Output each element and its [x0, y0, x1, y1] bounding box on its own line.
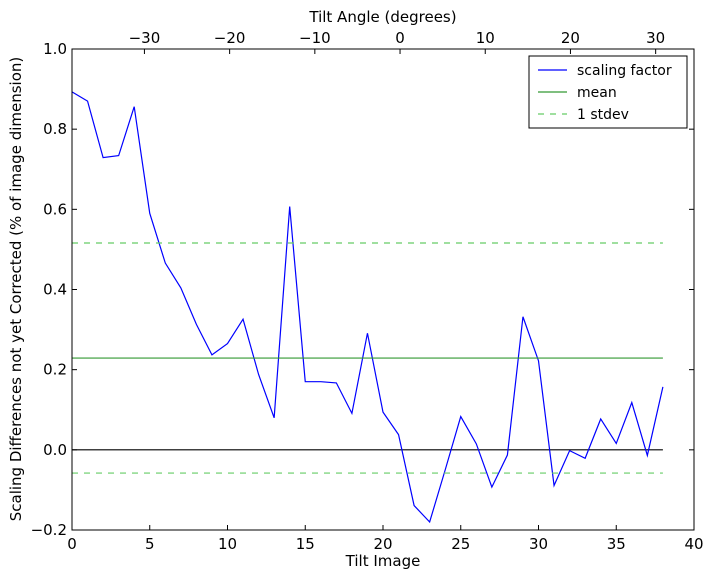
x-tick-label: 0 — [67, 535, 77, 553]
legend-label-scaling-factor: scaling factor — [577, 63, 672, 79]
x-tick-label: 30 — [529, 535, 548, 553]
top-tick-label: 20 — [561, 29, 580, 47]
top-tick-label: −10 — [299, 29, 331, 47]
y-tick-label: 1.0 — [43, 40, 67, 58]
y-tick-label: 0.6 — [43, 200, 67, 218]
x-tick-label: 40 — [684, 535, 703, 553]
ticks-layer: 0 5 10 15 20 25 30 35 40 −30 −20 −10 0 10 20 30 −0.2 0.0 0… — [31, 29, 704, 553]
x-tick-label: 25 — [451, 535, 470, 553]
legend-label-mean: mean — [577, 85, 617, 101]
y-tick-label: 0.2 — [43, 361, 67, 379]
x-tick-label: 20 — [373, 535, 392, 553]
top-tick-label: −30 — [129, 29, 161, 47]
legend-label-stdev: 1 stdev — [577, 107, 629, 123]
y-tick-label: 0.8 — [43, 120, 67, 138]
x-tick-label: 15 — [296, 535, 315, 553]
series-line-scaling-factor — [71, 91, 664, 524]
top-axis-label: Tilt Angle (degrees) — [308, 8, 456, 26]
x-tick-label: 5 — [145, 535, 155, 553]
y-axis-label: Scaling Differences not yet Corrected (%… — [7, 57, 25, 522]
x-tick-label: 10 — [218, 535, 237, 553]
y-tick-label: 0.4 — [43, 281, 67, 299]
top-tick-label: 0 — [395, 29, 405, 47]
series-layer — [71, 91, 664, 524]
y-tick-label: −0.2 — [31, 521, 67, 539]
top-tick-label: 10 — [476, 29, 495, 47]
legend: scaling factor mean 1 stdev — [528, 55, 688, 129]
y-tick-label: 0.0 — [43, 441, 67, 459]
top-tick-label: −20 — [214, 29, 246, 47]
x-tick-label: 35 — [607, 535, 626, 553]
top-tick-label: 30 — [646, 29, 665, 47]
x-axis-label: Tilt Image — [345, 552, 421, 570]
